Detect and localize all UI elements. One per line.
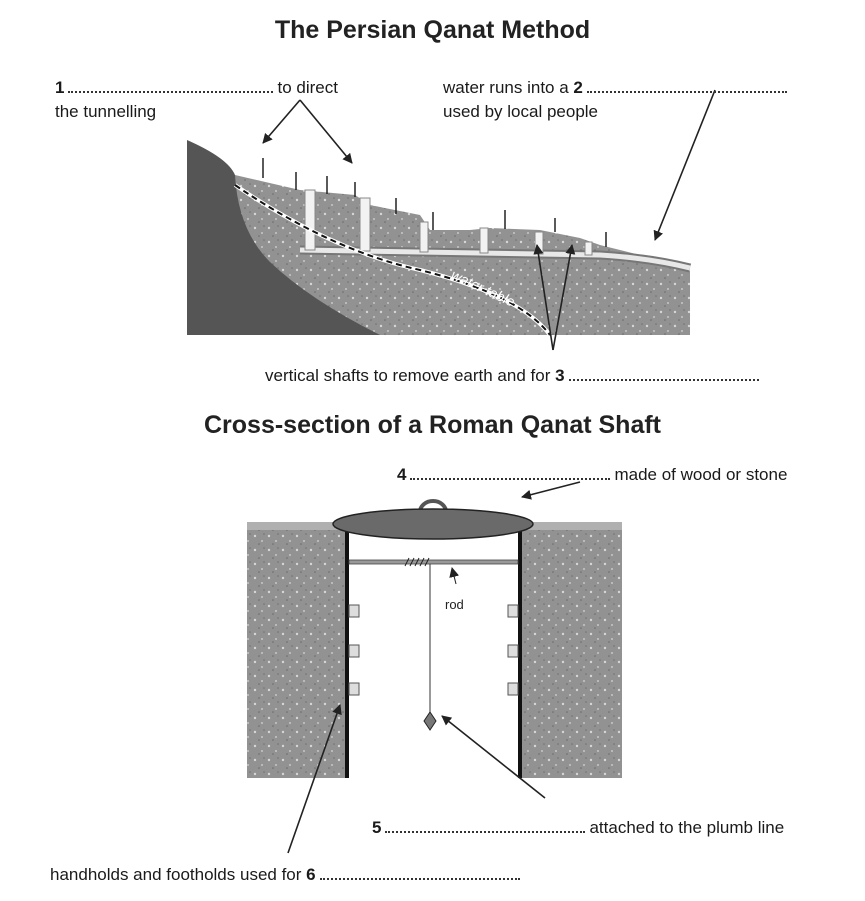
- label-text: water runs into a: [443, 78, 569, 97]
- blank: [385, 819, 586, 833]
- number: 6: [306, 865, 316, 884]
- label-text: to direct: [277, 78, 338, 97]
- label-2-line2: used by local people: [443, 102, 599, 121]
- number: 3: [555, 366, 565, 385]
- label-1: 1 to direct: [55, 78, 338, 98]
- label-text: attached to the plumb line: [589, 818, 785, 837]
- blank: [410, 466, 611, 480]
- persian-title: The Persian Qanat Method: [274, 16, 591, 44]
- label-6: handholds and footholds used for 6: [50, 865, 524, 885]
- label-text: handholds and footholds used for: [50, 865, 302, 884]
- roman-drawing: rod: [247, 481, 622, 854]
- label-2: water runs into a 2: [443, 78, 791, 98]
- number: 4: [397, 465, 407, 484]
- label-4: 4 made of wood or stone: [397, 465, 787, 485]
- label-text: made of wood or stone: [614, 465, 788, 484]
- label-1-line2: the tunnelling: [55, 102, 157, 121]
- persian-drawing: water table: [187, 89, 716, 351]
- blank: [319, 866, 520, 880]
- number: 2: [573, 78, 583, 97]
- roman-title: Cross-section of a Roman Qanat Shaft: [203, 411, 662, 439]
- blank: [568, 367, 759, 381]
- rod-label: rod: [445, 597, 464, 612]
- number: 1: [55, 78, 65, 97]
- label-5: 5 attached to the plumb line: [372, 818, 784, 838]
- label-text: vertical shafts to remove earth and for: [265, 366, 551, 385]
- blank: [586, 79, 787, 93]
- blank: [68, 79, 274, 93]
- label-3: vertical shafts to remove earth and for …: [265, 366, 763, 386]
- number: 5: [372, 818, 382, 837]
